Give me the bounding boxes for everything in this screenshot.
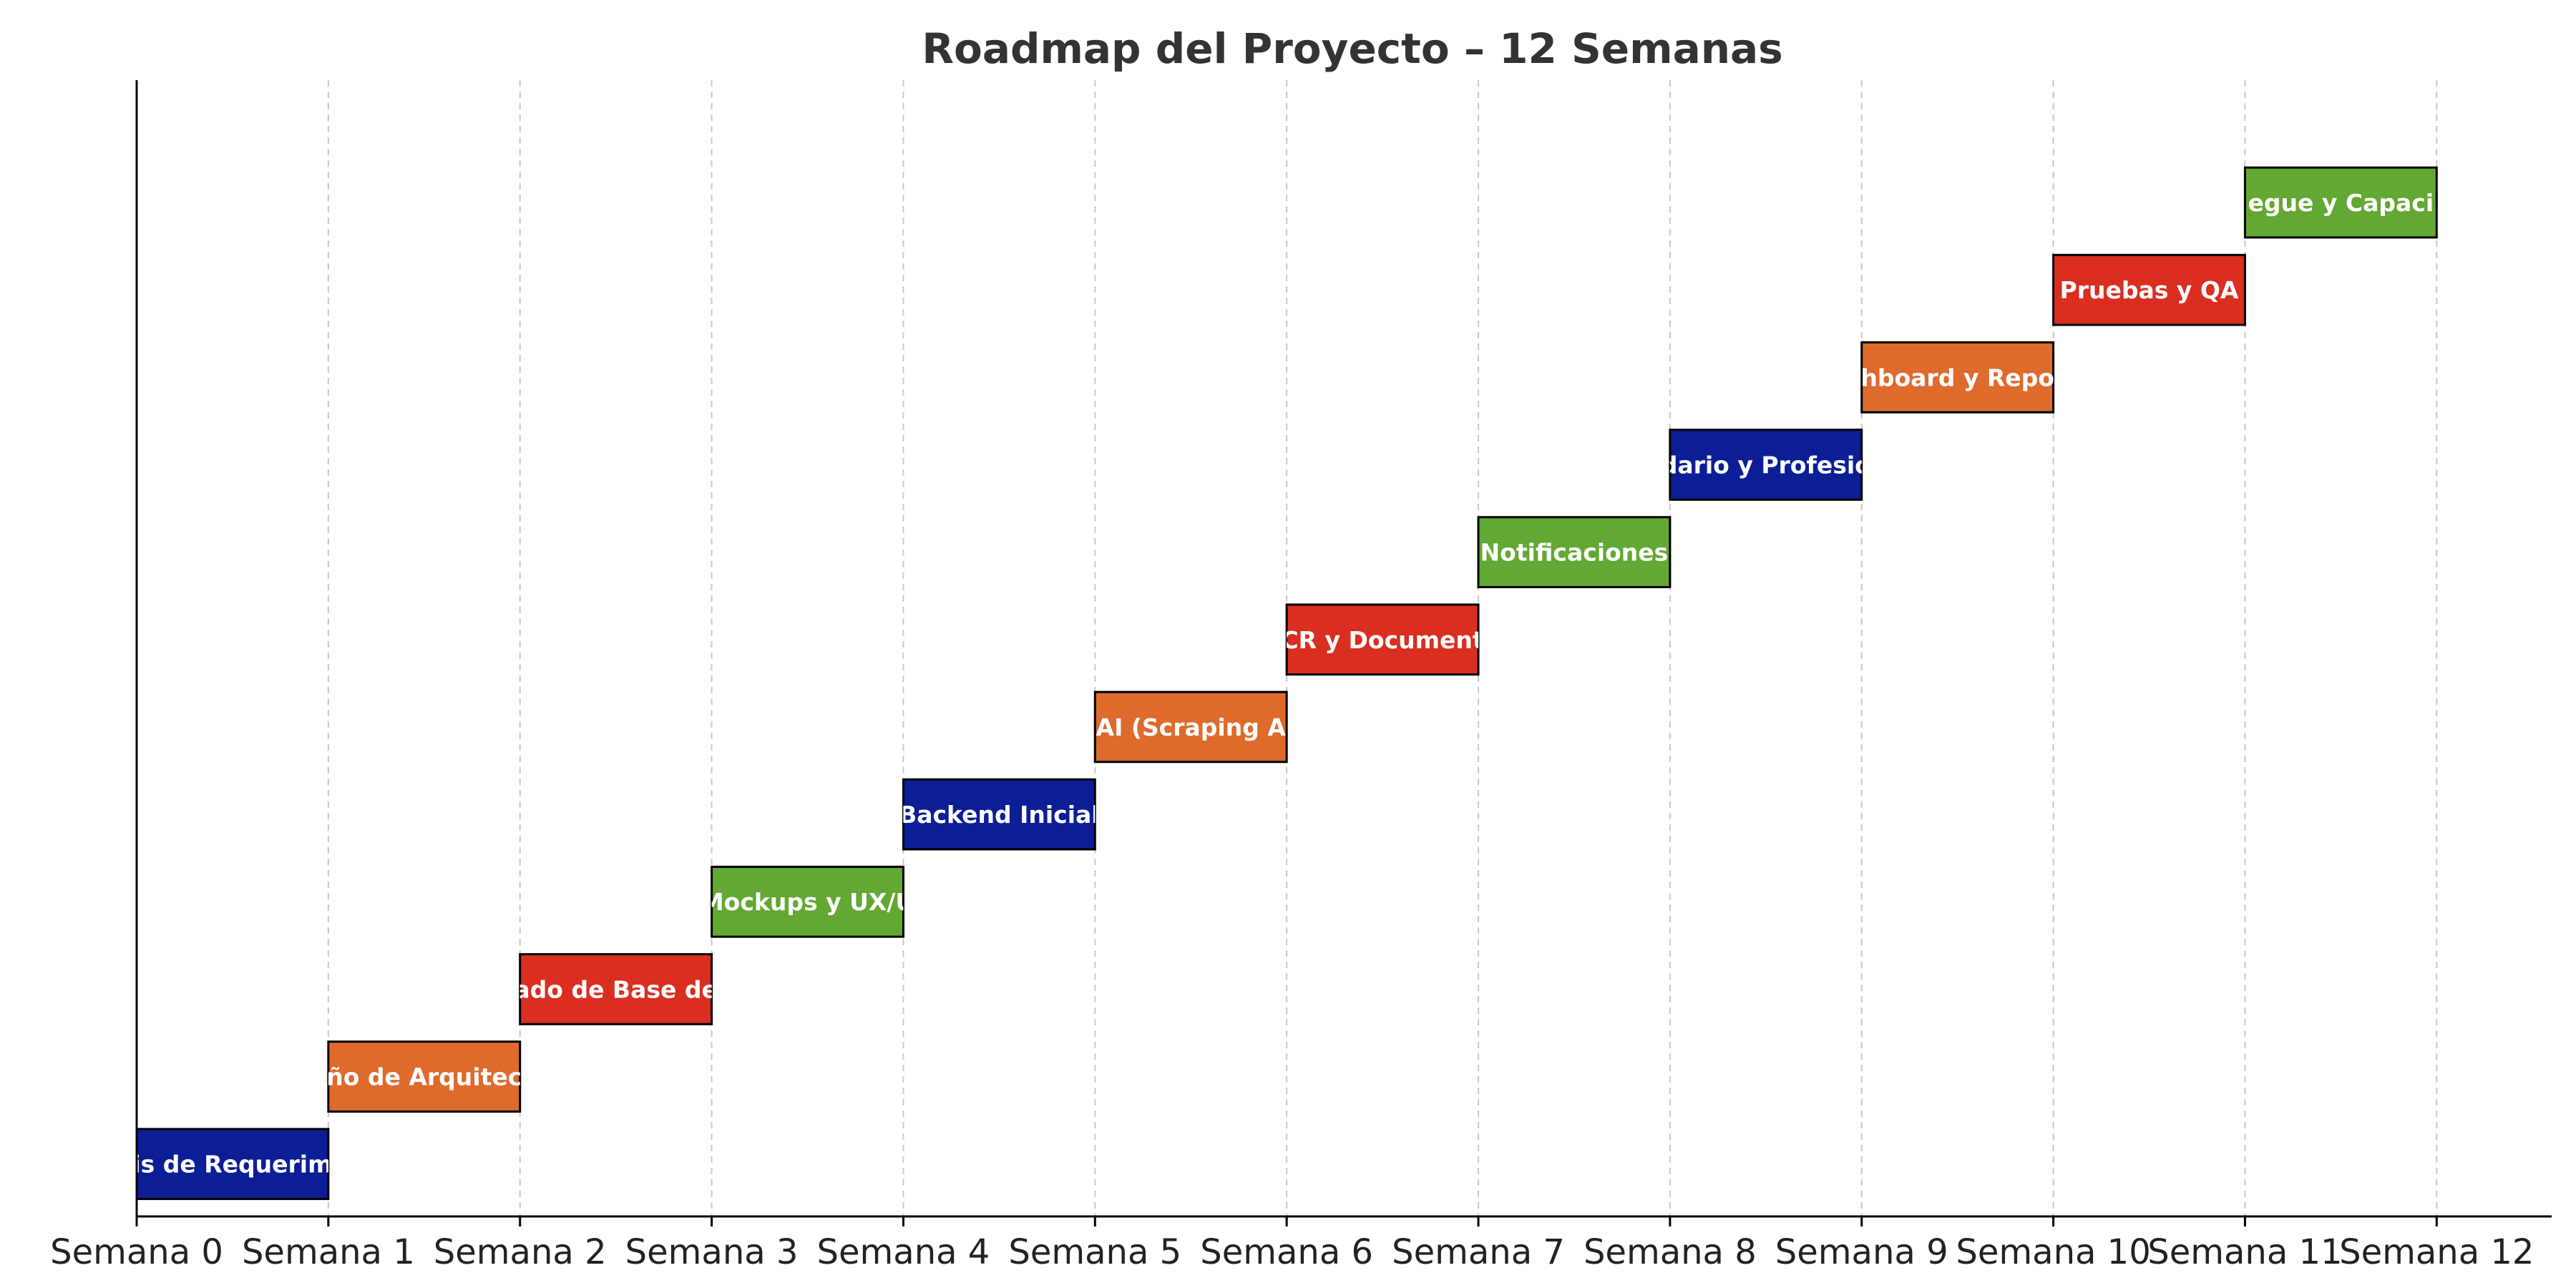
task-bar-label: ño de Arquitec <box>326 1063 522 1091</box>
task-bar-group: AI (Scraping A <box>1093 691 1288 763</box>
x-tick-label: Semana 10 <box>1956 1232 2150 1272</box>
x-tick-label: Semana 0 <box>50 1232 223 1272</box>
x-tick-label: Semana 6 <box>1200 1232 1373 1272</box>
task-bar <box>902 778 1096 851</box>
task-bar <box>1285 603 1480 676</box>
task-bar <box>327 1040 522 1113</box>
x-tick-label: Semana 3 <box>625 1232 799 1272</box>
task-bar-label: dario y Profesio <box>1661 451 1871 479</box>
task-bar-label: Pruebas y QA <box>2060 276 2239 304</box>
task-bar <box>2243 166 2438 239</box>
x-tick-label: Semana 7 <box>1392 1232 1565 1272</box>
task-bar-group: ño de Arquitec <box>326 1040 522 1113</box>
task-bar <box>1669 429 1863 501</box>
task-bar-group: Pruebas y QA <box>2052 253 2246 326</box>
x-tick-label: Semana 2 <box>434 1232 607 1272</box>
task-bar <box>1093 691 1288 763</box>
x-tick-label: Semana 1 <box>242 1232 415 1272</box>
task-bar <box>135 1128 330 1201</box>
x-tick-label: Semana 4 <box>817 1232 990 1272</box>
task-bar <box>711 865 904 938</box>
task-bar-label: ado de Base de <box>514 975 717 1003</box>
x-tick-label: Semana 5 <box>1008 1232 1181 1272</box>
task-bar-group: dario y Profesio <box>1661 429 1871 501</box>
chart-title: Roadmap del Proyecto – 12 Semanas <box>922 24 1782 73</box>
x-tick-label: Semana 9 <box>1775 1232 1948 1272</box>
task-bar-label: Notificaciones <box>1480 539 1669 567</box>
task-bar-label: AI (Scraping A <box>1096 713 1287 741</box>
task-bar-group: Mockups y UX/U <box>701 865 914 938</box>
task-bar-label: CR y Document <box>1281 626 1483 654</box>
task-bar-group: CR y Document <box>1281 603 1483 676</box>
axis-layer: Semana 0 Semana 1 Semana 2 Semana 3 Semana 4… <box>50 80 2552 1272</box>
task-bar-group: Notificaciones <box>1477 516 1672 588</box>
task-bar <box>1860 341 2055 414</box>
x-tick-label: Semana 12 <box>2339 1232 2534 1272</box>
bar-layer: is de Requerim ño de Arquitec ado de Base … <box>132 166 2438 1201</box>
task-bar-group: ado de Base de <box>514 953 717 1025</box>
task-bar-label: Mockups y UX/U <box>701 888 914 916</box>
task-bar-label: hboard y Repo <box>1860 364 2054 391</box>
task-bar-label: Backend Inicial <box>899 801 1100 829</box>
task-bar-group: is de Requerim <box>132 1128 332 1201</box>
task-bar-label: egue y Capaci <box>2248 189 2434 217</box>
task-bar-group: egue y Capaci <box>2243 166 2438 239</box>
task-bar <box>2052 253 2246 326</box>
x-tick-label: Semana 11 <box>2147 1232 2342 1272</box>
x-tick-label: Semana 8 <box>1584 1232 1757 1272</box>
task-bar-group: hboard y Repo <box>1860 341 2055 414</box>
task-bar <box>519 953 713 1025</box>
task-bar <box>1477 516 1672 588</box>
task-bar-group: Backend Inicial <box>899 778 1100 851</box>
task-bar-label: is de Requerim <box>132 1151 332 1179</box>
